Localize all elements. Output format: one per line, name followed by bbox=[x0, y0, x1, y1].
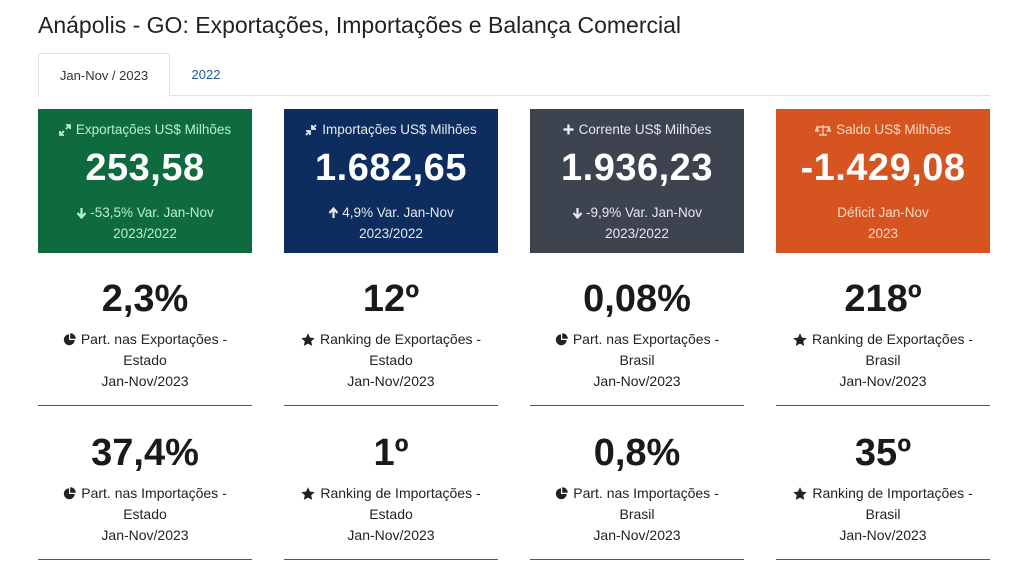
imports-variation: 4,9% Var. Jan-Nov 2023/2022 bbox=[284, 202, 498, 244]
stat-card: 2,3% Part. nas Exportações - Estado Jan-… bbox=[38, 278, 252, 406]
stat-value: 218º bbox=[844, 278, 922, 320]
imports-card-header: Importações US$ Milhões bbox=[284, 122, 498, 137]
star-icon bbox=[793, 487, 808, 500]
pie-chart-icon bbox=[556, 487, 569, 500]
stat-value: 35º bbox=[854, 432, 912, 474]
balance-label: Saldo US$ Milhões bbox=[836, 122, 951, 137]
arrow-down-icon bbox=[76, 207, 87, 219]
star-icon bbox=[301, 333, 315, 346]
stat-value: 1º bbox=[373, 432, 409, 474]
balance-card: Saldo US$ Milhões -1.429,08 Déficit Jan-… bbox=[776, 109, 990, 253]
stat-description: Part. nas Exportações - Brasil Jan-Nov/2… bbox=[530, 329, 744, 392]
arrow-up-icon bbox=[328, 206, 339, 218]
trade-flow-card-header: Corrente US$ Milhões bbox=[530, 122, 744, 137]
stat-description: Ranking de Exportações - Estado Jan-Nov/… bbox=[284, 329, 498, 392]
imports-card: Importações US$ Milhões 1.682,65 4,9% Va… bbox=[284, 109, 498, 253]
star-icon bbox=[793, 333, 807, 346]
tab-jan-nov-2023[interactable]: Jan-Nov / 2023 bbox=[38, 53, 170, 97]
page-title: Anápolis - GO: Exportações, Importações … bbox=[38, 12, 682, 38]
trade-flow-variation: -9,9% Var. Jan-Nov 2023/2022 bbox=[530, 202, 744, 244]
stat-description: Ranking de Importações - Brasil Jan-Nov/… bbox=[776, 483, 990, 546]
balance-status: Déficit Jan-Nov 2023 bbox=[776, 202, 990, 244]
imports-variation-period: 2023/2022 bbox=[359, 226, 423, 241]
exports-label: Exportações US$ Milhões bbox=[75, 122, 232, 137]
plus-icon bbox=[563, 124, 574, 135]
stat-card: 0,08% Part. nas Exportações - Brasil Jan… bbox=[530, 278, 744, 406]
stat-description: Ranking de Importações - Estado Jan-Nov/… bbox=[284, 483, 498, 546]
stat-value: 0,8% bbox=[593, 432, 681, 474]
stat-description: Part. nas Importações - Estado Jan-Nov/2… bbox=[38, 483, 252, 546]
stat-card: 35º Ranking de Importações - Brasil Jan-… bbox=[776, 432, 990, 560]
balance-scale-icon bbox=[815, 124, 832, 136]
exports-variation-text: -53,5% Var. Jan-Nov bbox=[90, 205, 214, 220]
exports-variation-period: 2023/2022 bbox=[113, 226, 177, 241]
exports-variation: -53,5% Var. Jan-Nov 2023/2022 bbox=[38, 202, 252, 244]
stat-value: 0,08% bbox=[583, 278, 691, 320]
balance-status-period: 2023 bbox=[867, 226, 899, 241]
stat-description: Part. nas Importações - Brasil Jan-Nov/2… bbox=[530, 483, 744, 546]
trade-flow-card: Corrente US$ Milhões 1.936,23 -9,9% Var.… bbox=[530, 109, 744, 253]
balance-status-text: Déficit Jan-Nov bbox=[837, 205, 929, 220]
tab-2022[interactable]: 2022 bbox=[191, 67, 221, 82]
star-icon bbox=[301, 487, 316, 500]
imports-value: 1.682,65 bbox=[315, 147, 467, 189]
stat-card: 0,8% Part. nas Importações - Brasil Jan-… bbox=[530, 432, 744, 560]
trade-flow-variation-period: 2023/2022 bbox=[605, 226, 669, 241]
compress-arrows-icon bbox=[305, 123, 317, 136]
period-tabs: Jan-Nov / 2023 2022 bbox=[38, 53, 990, 97]
trade-flow-variation-text: -9,9% Var. Jan-Nov bbox=[585, 205, 703, 220]
stat-card: 1º Ranking de Importações - Estado Jan-N… bbox=[284, 432, 498, 560]
stat-description: Ranking de Exportações - Brasil Jan-Nov/… bbox=[776, 329, 990, 392]
trade-flow-value: 1.936,23 bbox=[561, 147, 713, 189]
balance-value: -1.429,08 bbox=[800, 147, 966, 189]
stat-card: 218º Ranking de Exportações - Brasil Jan… bbox=[776, 278, 990, 406]
stat-value: 37,4% bbox=[91, 432, 199, 474]
exports-card: Exportações US$ Milhões 253,58 -53,5% Va… bbox=[38, 109, 252, 253]
balance-card-header: Saldo US$ Milhões bbox=[776, 122, 990, 137]
imports-label: Importações US$ Milhões bbox=[322, 122, 477, 137]
stat-value: 12º bbox=[362, 278, 420, 320]
trade-flow-label: Corrente US$ Milhões bbox=[578, 122, 712, 137]
exports-value: 253,58 bbox=[85, 147, 205, 189]
expand-arrows-icon bbox=[58, 123, 71, 136]
stat-card: 12º Ranking de Exportações - Estado Jan-… bbox=[284, 278, 498, 406]
pie-chart-icon bbox=[555, 333, 568, 346]
arrow-down-icon bbox=[572, 207, 583, 219]
stat-card: 37,4% Part. nas Importações - Estado Jan… bbox=[38, 432, 252, 560]
imports-variation-text: 4,9% Var. Jan-Nov bbox=[342, 205, 454, 220]
pie-chart-icon bbox=[64, 487, 77, 500]
stat-description: Part. nas Exportações - Estado Jan-Nov/2… bbox=[38, 329, 252, 392]
pie-chart-icon bbox=[63, 333, 76, 346]
stat-value: 2,3% bbox=[101, 278, 189, 320]
exports-card-header: Exportações US$ Milhões bbox=[38, 122, 252, 137]
